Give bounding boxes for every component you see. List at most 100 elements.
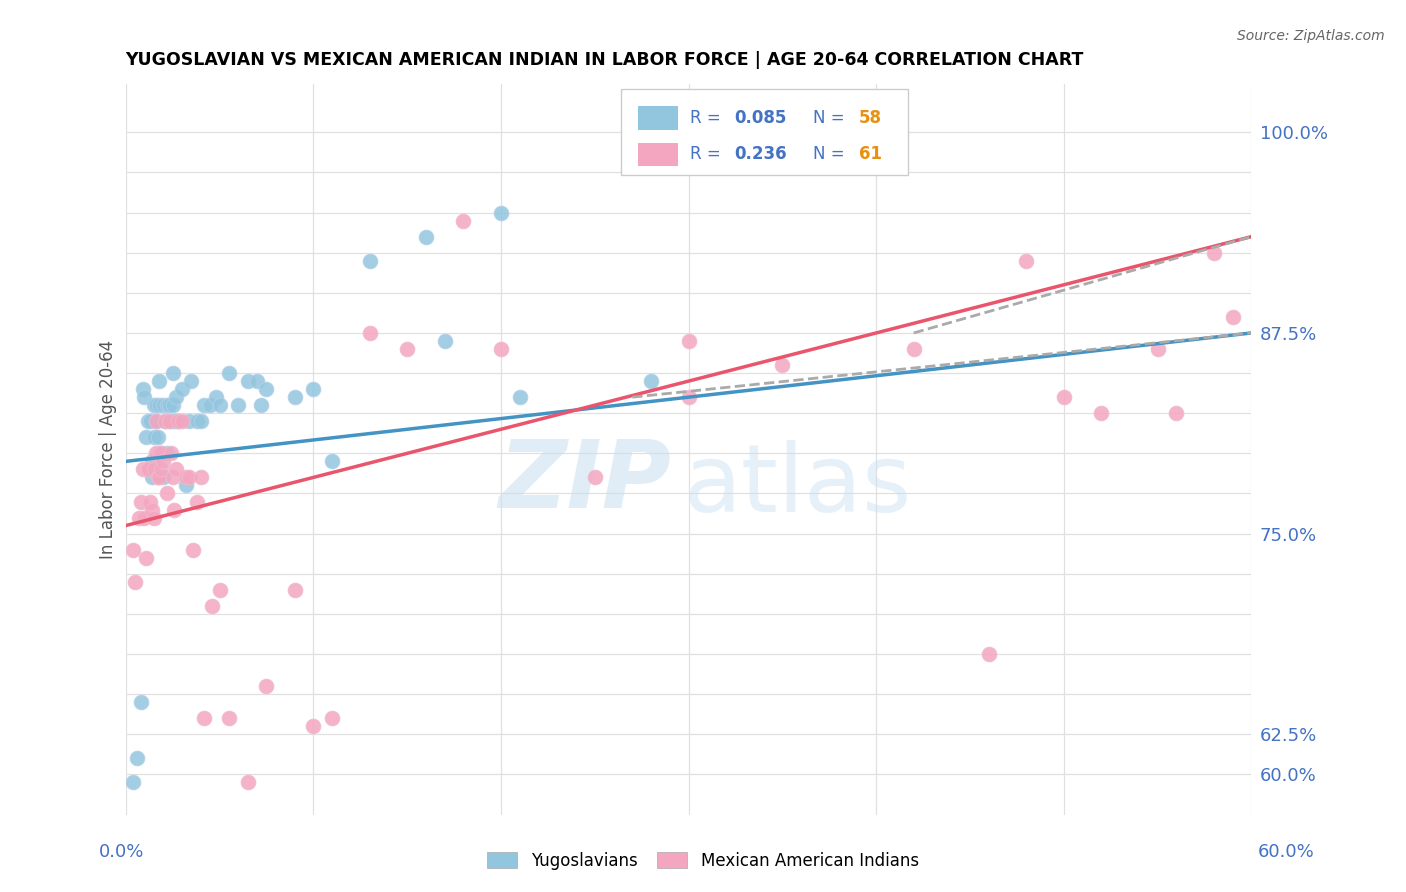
Point [186,494,208,508]
Point [162,366,184,380]
Point [283,582,305,597]
Point [179,414,201,428]
Text: R =: R = [690,109,725,128]
Point [1222,310,1244,324]
Point [139,414,162,428]
Point [150,446,173,460]
Point [236,775,259,789]
Point [145,398,167,412]
FancyBboxPatch shape [621,89,908,176]
Point [1015,253,1038,268]
Point [139,494,162,508]
FancyBboxPatch shape [638,106,679,130]
Point [131,382,153,396]
Point [131,462,153,476]
Point [179,470,201,484]
Text: N =: N = [814,109,851,128]
Point [415,229,437,244]
Point [218,711,240,725]
Point [146,470,169,484]
Point [321,711,343,725]
Text: 0.085: 0.085 [735,109,787,128]
Point [302,719,325,733]
Point [174,478,197,492]
Point [128,510,150,524]
Point [142,430,165,444]
Point [186,414,208,428]
Point [159,414,181,428]
Point [150,462,173,476]
Point [193,711,215,725]
Text: 61: 61 [859,145,882,163]
Point [157,414,180,428]
Text: R =: R = [690,145,725,163]
Point [583,470,606,484]
Text: YUGOSLAVIAN VS MEXICAN AMERICAN INDIAN IN LABOR FORCE | AGE 20-64 CORRELATION CH: YUGOSLAVIAN VS MEXICAN AMERICAN INDIAN I… [125,51,1084,69]
Point [163,414,186,428]
Text: 0.0%: 0.0% [98,843,143,861]
Point [165,390,187,404]
Text: 0.236: 0.236 [735,145,787,163]
Point [142,398,165,412]
Point [148,374,170,388]
Point [142,462,165,476]
Point [181,542,204,557]
Text: atlas: atlas [683,440,911,532]
Point [190,414,212,428]
Point [170,382,193,396]
Point [1090,406,1112,420]
Text: 58: 58 [859,109,882,128]
Point [359,326,381,340]
Point [146,470,169,484]
Point [141,454,163,468]
Point [208,582,231,597]
Point [145,414,167,428]
Point [218,366,240,380]
Legend: Yugoslavians, Mexican American Indians: Yugoslavians, Mexican American Indians [481,846,925,877]
Point [156,398,179,412]
Text: N =: N = [814,145,851,163]
Point [129,494,152,508]
Point [1053,390,1076,404]
Point [201,599,224,613]
Point [153,414,176,428]
Point [136,414,159,428]
Point [170,414,193,428]
Point [145,446,167,460]
Point [150,446,173,460]
Point [193,398,215,412]
Point [124,574,146,589]
Point [321,454,343,468]
Point [770,358,793,372]
Point [678,334,700,348]
Point [283,390,305,404]
FancyBboxPatch shape [638,143,679,166]
Point [134,510,156,524]
Point [148,446,170,460]
Point [152,398,174,412]
Point [640,374,662,388]
Point [162,398,184,412]
Point [254,382,277,396]
Point [180,374,202,388]
Point [302,382,325,396]
Point [125,751,148,765]
Point [157,398,180,412]
Y-axis label: In Labor Force | Age 20-64: In Labor Force | Age 20-64 [100,340,117,559]
Point [903,342,925,356]
Point [152,454,174,468]
Point [129,695,152,709]
Point [246,374,269,388]
Point [1202,245,1225,260]
Point [1166,406,1188,420]
Point [167,414,190,428]
Point [453,213,475,227]
Point [135,550,157,565]
Point [135,430,157,444]
Point [139,462,162,476]
Point [489,342,512,356]
Point [122,775,145,789]
Point [678,390,700,404]
Point [148,398,170,412]
Point [165,462,187,476]
